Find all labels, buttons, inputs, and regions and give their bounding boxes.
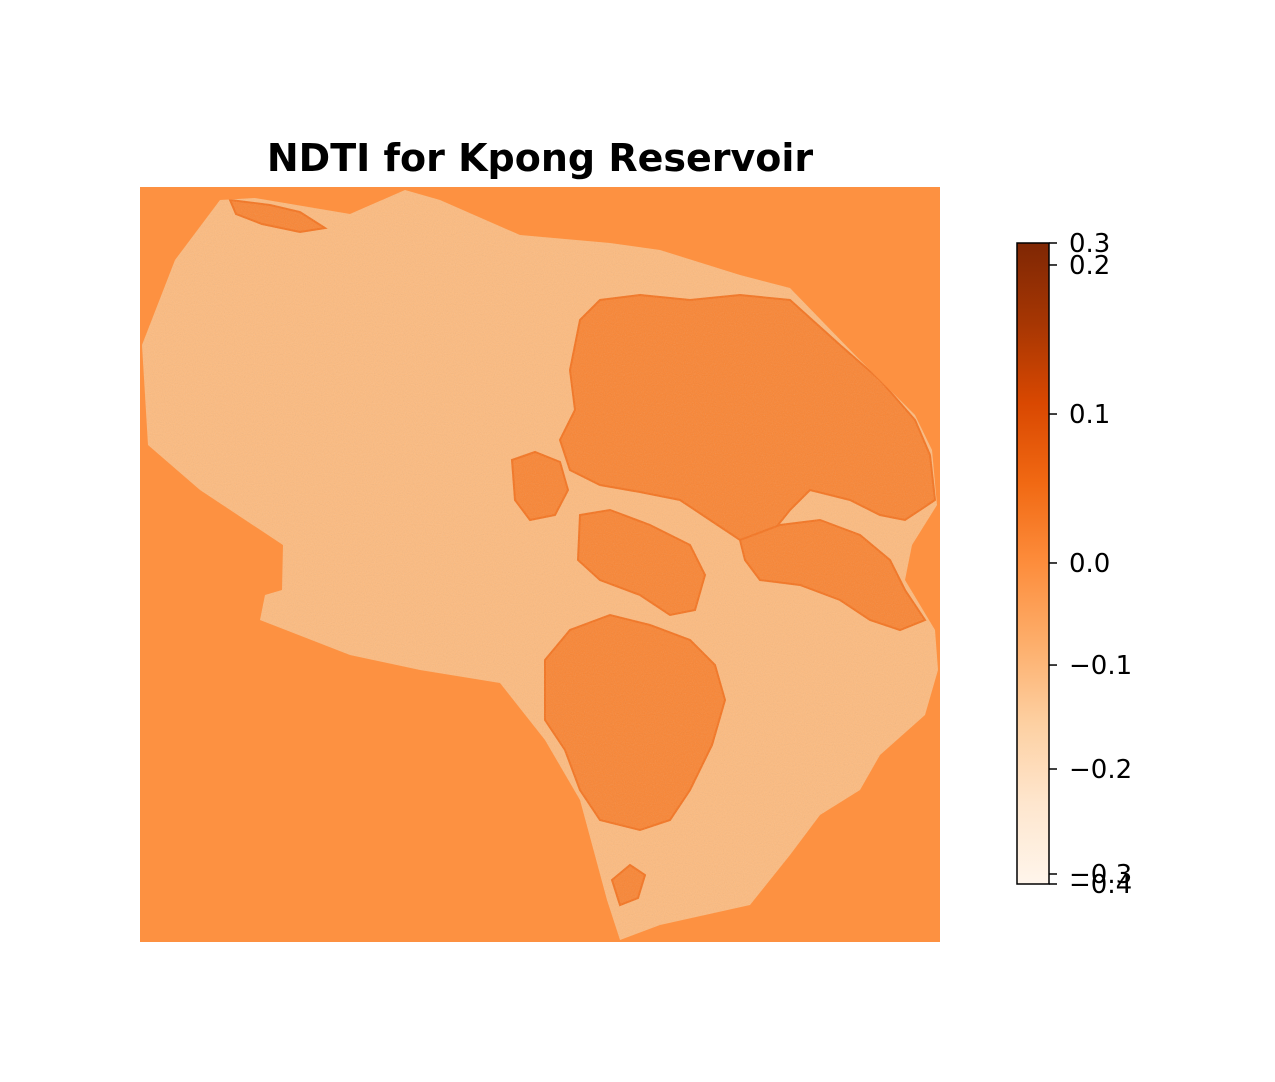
- colorbar-tick-label: 0.2: [1069, 251, 1110, 281]
- colorbar-tick-label: 0.1: [1069, 400, 1110, 430]
- colorbar-tick-label: 0.0: [1069, 549, 1110, 579]
- colorbar-tick-label: −0.2: [1069, 755, 1132, 785]
- colorbar-ticks: 0.30.2 0.1 0.0 −0.1 −0.2 −0.3−0.4: [1049, 229, 1132, 900]
- colorbar-tick-label: −0.3: [1069, 860, 1132, 890]
- colorbar: 0.30.2 0.1 0.0 −0.1 −0.2 −0.3−0.4: [1016, 229, 1132, 900]
- chart-title: NDTI for Kpong Reservoir: [267, 136, 814, 180]
- heatmap-image: [140, 187, 940, 942]
- colorbar-gradient: [1016, 242, 1050, 885]
- colorbar-tick-label: −0.1: [1069, 651, 1132, 681]
- colorbar-tick-label: 0.3: [1069, 229, 1110, 259]
- colorbar-tick-label: −0.4: [1069, 870, 1132, 900]
